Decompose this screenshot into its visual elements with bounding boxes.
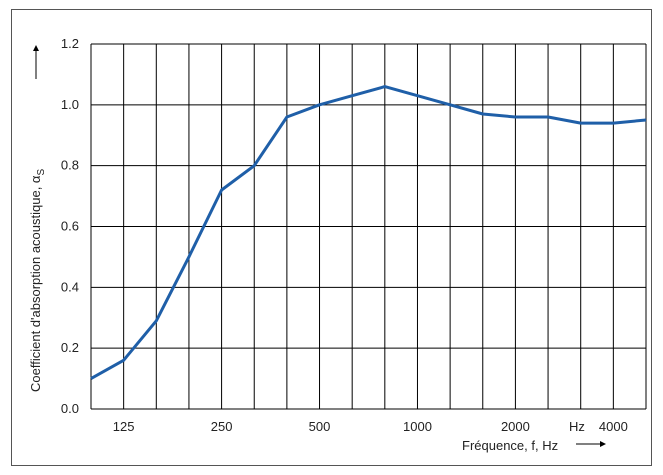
x-axis-label-group: Fréquence, f, Hz [462,438,606,453]
absorption-curve [90,85,647,380]
y-axis-label-subscript: S [36,169,47,176]
chart-frame [11,9,652,466]
y-axis-label-text: Coefficient d'absorption acoustique, α [28,175,43,392]
y-tick-label: 0.4 [61,279,79,294]
x-tick-label: 250 [211,419,233,434]
y-axis-label: Coefficient d'absorption acoustique, αS [28,169,47,392]
x-tick-label: 125 [113,419,135,434]
y-tick-labels: 0.0 0.2 0.4 0.6 0.8 1.0 1.2 [61,36,79,416]
x-tick-label: 2000 [501,419,530,434]
x-tick-label: 1000 [403,419,432,434]
x-axis-arrow-head [600,441,606,447]
x-tick-label: 500 [309,419,331,434]
y-tick-label: 1.0 [61,97,79,112]
x-tick-label: 4000 [599,419,628,434]
y-tick-label: 0.8 [61,158,79,173]
x-axis-label: Fréquence, f, Hz [462,438,558,453]
horizontal-gridlines [91,43,646,410]
y-axis-arrow-head [33,45,39,51]
x-unit-label: Hz [569,419,585,434]
x-tick-labels: 125 250 500 1000 2000 4000 [113,419,628,434]
y-tick-label: 0.2 [61,340,79,355]
y-tick-label: 0.6 [61,219,79,234]
y-tick-label: 1.2 [61,36,79,51]
y-tick-label: 0.0 [61,401,79,416]
y-axis-label-group: Coefficient d'absorption acoustique, αS [28,45,47,392]
